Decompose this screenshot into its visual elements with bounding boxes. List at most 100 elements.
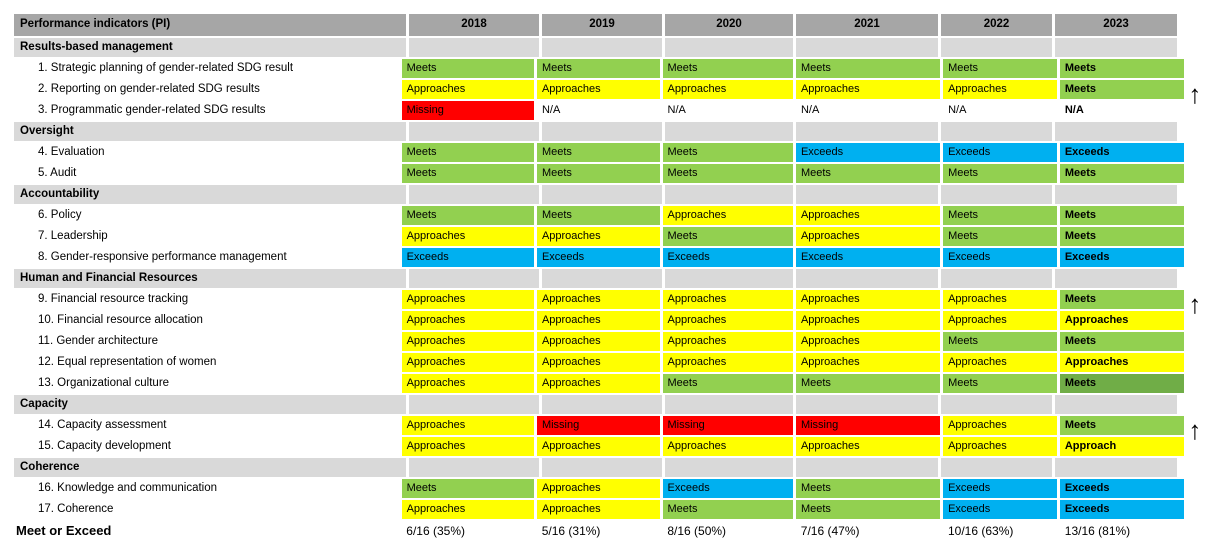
status-cell: N/A <box>1064 104 1084 116</box>
status-cell: Approaches <box>662 206 793 225</box>
section-header: Human and Financial Resources <box>14 269 406 288</box>
year-header-2020: 2020 <box>665 14 793 36</box>
indicator-label: 16. Knowledge and communication <box>38 481 218 494</box>
indicator-label: 1. Strategic planning of gender-related … <box>38 61 294 74</box>
section-band-cell <box>409 395 539 414</box>
year-header-2023: 2023 <box>1055 14 1177 36</box>
status-cell: Approaches <box>662 80 793 99</box>
indicator-row: 13. Organizational culture Approaches Appr… <box>14 374 1205 393</box>
indicator-label: 8. Gender-responsive performance managem… <box>38 250 287 263</box>
status-cell: Approaches <box>795 311 941 330</box>
indicator-label: 12. Equal representation of women <box>38 355 217 368</box>
indicator-label: 3. Programmatic gender-related SDG resul… <box>38 103 266 116</box>
improvement-up-arrow-icon: ↑ <box>1188 289 1202 319</box>
section-band-cell <box>665 38 793 57</box>
status-cell: Approaches <box>536 80 660 99</box>
summary-value-2019: 5/16 (31%) <box>541 523 601 538</box>
section-band-cell <box>665 122 793 141</box>
status-cell: Meets <box>662 374 793 393</box>
section-header: Coherence <box>14 458 406 477</box>
arrow-cell <box>1187 248 1205 267</box>
status-cell: Meets <box>1059 416 1185 435</box>
arrow-cell <box>1187 353 1205 372</box>
arrow-cell <box>1187 206 1205 225</box>
status-cell: Meets <box>795 164 941 183</box>
status-cell: Meets <box>662 59 793 78</box>
status-cell: Approaches <box>401 227 534 246</box>
indicator-row: 1. Strategic planning of gender-related … <box>14 59 1205 78</box>
status-cell: Meets <box>1059 206 1185 225</box>
arrow-column-spacer <box>1180 14 1198 36</box>
section-band-cell <box>1055 458 1177 477</box>
status-cell: Approaches <box>662 332 793 351</box>
status-cell: Approaches <box>1059 353 1185 372</box>
status-cell: Meets <box>1059 332 1185 351</box>
status-cell: Exceeds <box>662 479 793 498</box>
status-cell: Approaches <box>401 80 534 99</box>
indicator-row: 6. Policy Meets Meets Approaches Approaches M… <box>14 206 1205 225</box>
arrow-column-spacer <box>1180 185 1198 204</box>
section-band-cell <box>542 122 662 141</box>
status-cell: Meets <box>1059 59 1185 78</box>
status-cell: Meets <box>401 479 534 498</box>
section-band-cell <box>941 458 1052 477</box>
status-cell: Meets <box>662 227 793 246</box>
status-cell: Meets <box>401 164 534 183</box>
status-cell: Approaches <box>536 374 660 393</box>
status-cell: Meets <box>536 59 660 78</box>
status-cell: Approaches <box>401 290 534 309</box>
status-cell: Approaches <box>536 311 660 330</box>
indicator-label: 13. Organizational culture <box>38 376 170 389</box>
improvement-up-arrow-icon: ↑ <box>1188 79 1202 109</box>
arrow-cell: ↑ <box>1187 290 1205 317</box>
section-band-cell <box>941 269 1052 288</box>
status-cell: Approaches <box>536 332 660 351</box>
section-header: Oversight <box>14 122 406 141</box>
status-cell: Exceeds <box>1059 248 1185 267</box>
year-header-2019: 2019 <box>542 14 662 36</box>
status-cell: Approaches <box>401 311 534 330</box>
status-cell: Missing <box>536 416 660 435</box>
indicator-label: 17. Coherence <box>38 502 114 515</box>
status-cell: Approaches <box>795 353 941 372</box>
section-band-cell <box>941 395 1052 414</box>
status-cell: Meets <box>1059 227 1185 246</box>
indicator-label: 14. Capacity assessment <box>38 418 167 431</box>
indicator-label: 11. Gender architecture <box>38 334 158 347</box>
status-cell: Approaches <box>401 353 534 372</box>
status-cell: Approaches <box>943 437 1057 456</box>
arrow-cell <box>1187 311 1205 330</box>
section-band-cell <box>665 185 793 204</box>
indicator-row: 11. Gender architecture Approaches Approac… <box>14 332 1205 351</box>
arrow-cell <box>1187 374 1205 393</box>
status-cell: Exceeds <box>1059 143 1185 162</box>
summary-value-2020: 8/16 (50%) <box>667 523 727 538</box>
section-band-cell <box>941 122 1052 141</box>
summary-label: Meet or Exceed <box>16 523 112 538</box>
section-row: Results-based management <box>14 38 1205 57</box>
section-band-cell <box>1055 185 1177 204</box>
section-band-cell <box>941 185 1052 204</box>
section-band-cell <box>542 185 662 204</box>
indicator-row: 2. Reporting on gender-related SDG resul… <box>14 80 1205 107</box>
year-header-2022: 2022 <box>941 14 1052 36</box>
arrow-column-spacer <box>1187 521 1205 540</box>
status-cell: Missing <box>662 416 793 435</box>
arrow-cell <box>1187 227 1205 246</box>
status-cell: Approaches <box>795 80 941 99</box>
status-cell: Meets <box>943 164 1057 183</box>
status-cell: Meets <box>795 479 941 498</box>
section-band-cell <box>1055 269 1177 288</box>
section-band-cell <box>1055 395 1177 414</box>
status-cell: Approaches <box>943 290 1057 309</box>
status-cell: Approaches <box>401 437 534 456</box>
indicator-row: 10. Financial resource allocation Approac… <box>14 311 1205 330</box>
section-band-cell <box>409 458 539 477</box>
status-cell: Meets <box>1059 80 1185 99</box>
section-band-cell <box>796 185 938 204</box>
status-cell: N/A <box>541 104 561 116</box>
indicator-label: 4. Evaluation <box>38 145 105 158</box>
summary-value-2023: 13/16 (81%) <box>1064 523 1131 538</box>
status-cell: Exceeds <box>943 143 1057 162</box>
status-cell: Meets <box>401 206 534 225</box>
